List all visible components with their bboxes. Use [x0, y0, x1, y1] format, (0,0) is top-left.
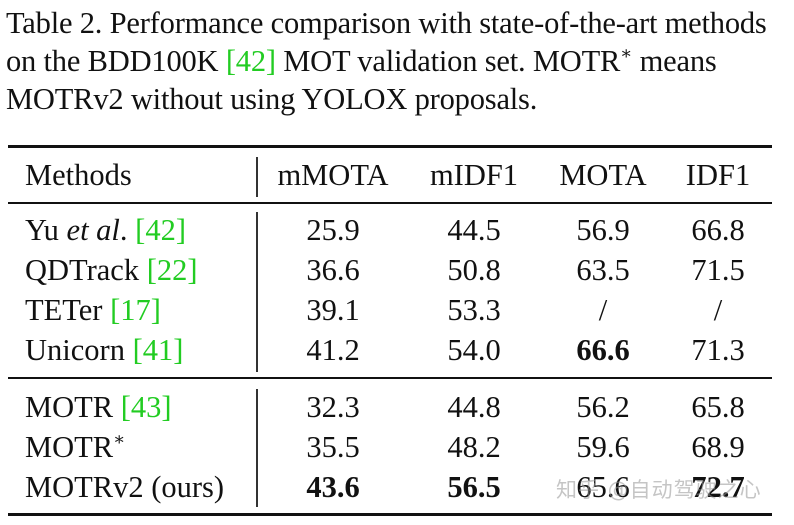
- bottom-rule: [8, 513, 772, 516]
- metric-value: 66.8: [691, 213, 745, 247]
- metric-value: 56.2: [576, 390, 630, 424]
- citation-link[interactable]: [42]: [135, 213, 186, 247]
- citation-link[interactable]: [22]: [146, 253, 198, 287]
- metric-value: 43.6: [306, 470, 360, 504]
- column-divider: [256, 389, 258, 507]
- metric-value: 35.5: [306, 430, 360, 464]
- header-midf1: mIDF1: [429, 158, 519, 192]
- metric-value: 44.8: [447, 390, 501, 424]
- table-row: Yu et al. [42] 25.9 44.5 56.9 66.8: [0, 210, 794, 250]
- header-rule: [8, 202, 772, 204]
- metric-value: 71.5: [691, 253, 745, 287]
- metric-value: 54.0: [447, 333, 501, 367]
- table-row: Unicorn [41] 41.2 54.0 66.6 71.3: [0, 330, 794, 370]
- metric-value: 32.3: [306, 390, 360, 424]
- metric-value: 68.9: [691, 430, 745, 464]
- metric-value: 36.6: [306, 253, 360, 287]
- method-name: Yu et al. [42]: [25, 213, 186, 247]
- header-mota: MOTA: [559, 158, 647, 192]
- metric-value: 66.6: [576, 333, 630, 367]
- metric-value: 65.8: [691, 390, 745, 424]
- table-row: MOTR∗ 35.5 48.2 59.6 68.9: [0, 427, 794, 467]
- metric-value: /: [598, 293, 608, 327]
- metric-value: /: [713, 293, 723, 327]
- metric-value: 65.6: [576, 470, 630, 504]
- method-name: MOTR∗: [25, 429, 126, 464]
- citation-link[interactable]: [41]: [132, 333, 184, 367]
- metric-value: 25.9: [306, 213, 360, 247]
- citation-link[interactable]: [43]: [120, 390, 172, 424]
- metric-value: 56.9: [576, 213, 630, 247]
- metric-value: 41.2: [306, 333, 360, 367]
- citation-link[interactable]: [42]: [225, 44, 276, 78]
- watermark: 知乎 @自动驾驶之心: [556, 478, 762, 502]
- metric-value: 44.5: [447, 213, 501, 247]
- metric-value: 50.8: [447, 253, 501, 287]
- metric-value: 39.1: [306, 293, 360, 327]
- header-idf1: IDF1: [685, 158, 751, 192]
- metric-value: 63.5: [576, 253, 630, 287]
- metric-value: 56.5: [447, 470, 501, 504]
- column-divider: [256, 212, 258, 372]
- metric-value: 53.3: [447, 293, 501, 327]
- group-rule: [8, 377, 772, 379]
- method-name: MOTRv2 (ours): [25, 470, 225, 504]
- column-divider: [256, 157, 258, 197]
- metric-value: 59.6: [576, 430, 630, 464]
- citation-link[interactable]: [17]: [110, 293, 161, 327]
- header-row: Methods mMOTA mIDF1 MOTA IDF1: [0, 155, 794, 195]
- metric-value: 72.7: [691, 470, 745, 504]
- method-name: Unicorn [41]: [25, 333, 184, 367]
- header-mmota: mMOTA: [277, 158, 389, 192]
- table-row: MOTR [43] 32.3 44.8 56.2 65.8: [0, 387, 794, 427]
- method-name: QDTrack [22]: [25, 253, 198, 287]
- metric-value: 48.2: [447, 430, 501, 464]
- metric-value: 71.3: [691, 333, 745, 367]
- table-row: TETer [17] 39.1 53.3 / /: [0, 290, 794, 330]
- top-rule: [8, 145, 772, 148]
- method-name: MOTR [43]: [25, 390, 172, 424]
- table-row: QDTrack [22] 36.6 50.8 63.5 71.5: [0, 250, 794, 290]
- header-methods: Methods: [25, 158, 132, 192]
- method-name: TETer [17]: [25, 293, 161, 327]
- table-caption: Table 2. Performance comparison with sta…: [6, 6, 767, 116]
- table-row: MOTRv2 (ours) 43.6 56.5 65.6 72.7: [0, 467, 794, 507]
